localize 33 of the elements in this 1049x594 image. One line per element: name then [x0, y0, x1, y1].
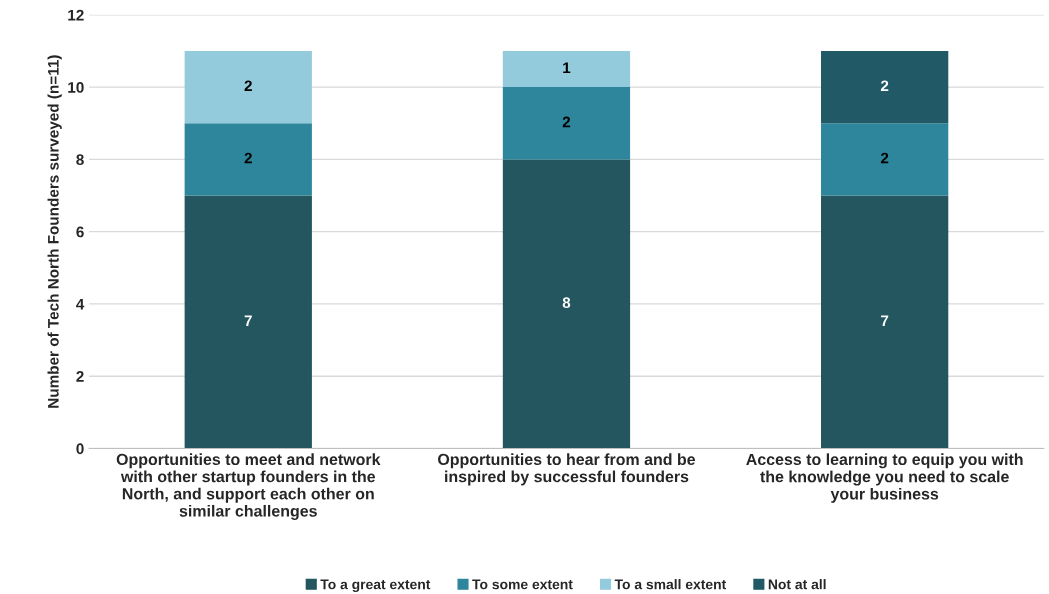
data-label: 7: [881, 315, 889, 326]
bar: [502, 87, 631, 160]
bar: [502, 50, 631, 88]
data-label: 2: [562, 116, 571, 128]
y-tick-label: 10: [68, 81, 84, 93]
legend-label: To some extent: [472, 579, 573, 590]
x-tick-label: Opportunities to meet and network with other startup founders in the North, and support each other on similar challenges: [116, 453, 381, 520]
bar: [821, 123, 949, 196]
legend-label: To a small extent: [614, 579, 727, 590]
y-tick-label: 12: [68, 9, 84, 21]
data-label: 2: [244, 152, 252, 164]
bar: [821, 50, 949, 124]
data-label: 2: [880, 80, 889, 92]
y-tick-label: 6: [76, 226, 84, 238]
legend-label: Not at all: [768, 579, 826, 590]
bar: [184, 123, 312, 196]
data-label: 8: [562, 297, 571, 309]
y-tick-label: 2: [76, 371, 84, 382]
y-tick-label: 4: [76, 298, 85, 310]
data-label: 1: [563, 62, 571, 73]
data-label: 2: [880, 152, 889, 164]
bar: [184, 50, 312, 124]
data-label: 2: [244, 80, 252, 92]
bar: [502, 159, 631, 449]
data-label: 7: [244, 315, 252, 326]
x-tick-label: Opportunities to hear from and be inspired by successful founders: [438, 453, 696, 486]
y-tick-label: 0: [76, 443, 84, 455]
bar: [821, 195, 949, 449]
bar: [184, 195, 312, 449]
y-axis-title: Number of Tech North Founders surveyed (n=11): [47, 55, 62, 408]
legend-label: To a great extent: [320, 579, 431, 593]
y-tick-label: 8: [76, 154, 84, 166]
x-tick-label: Access to learning to equip you with the knowledge you need to scale your business: [746, 453, 1023, 503]
